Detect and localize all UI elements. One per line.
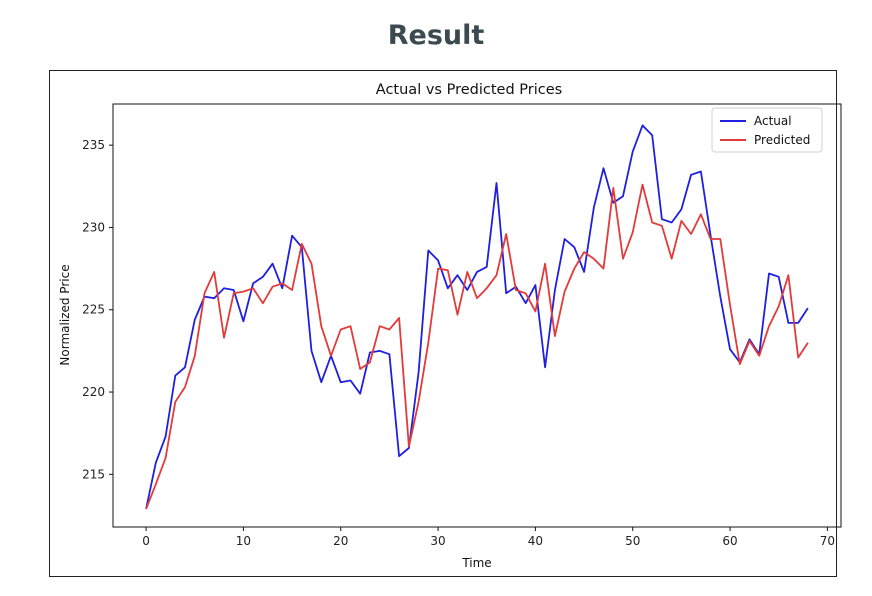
x-tick-label: 30 — [430, 534, 445, 548]
y-tick-label: 235 — [82, 138, 105, 152]
y-tick-label: 215 — [82, 467, 105, 481]
result-heading: Result — [387, 20, 485, 51]
x-axis-ticks: 0 10 20 30 40 50 60 70 — [142, 527, 835, 548]
chart-title: Actual vs Predicted Prices — [376, 82, 562, 98]
series-line-predicted — [145, 183, 809, 510]
x-tick-label: 70 — [820, 534, 835, 548]
x-tick-label: 40 — [528, 534, 543, 548]
x-tick-label: 0 — [142, 534, 150, 548]
series-lines — [145, 124, 809, 510]
legend-label-predicted: Predicted — [754, 133, 810, 147]
x-tick-label: 50 — [625, 534, 640, 548]
y-axis-ticks: 215 220 225 230 235 — [82, 138, 113, 481]
figure-frame — [49, 70, 837, 577]
x-tick-label: 60 — [722, 534, 737, 548]
legend: Actual Predicted — [711, 107, 823, 153]
legend-label-actual: Actual — [754, 114, 792, 128]
x-axis-label: Time — [461, 556, 491, 570]
x-tick-label: 20 — [333, 534, 348, 548]
x-tick-label: 10 — [236, 534, 251, 548]
y-tick-label: 220 — [82, 385, 105, 399]
y-tick-label: 230 — [82, 220, 105, 234]
plot-area — [112, 103, 842, 528]
y-axis-label: Normalized Price — [58, 264, 72, 365]
series-line-actual — [145, 124, 809, 510]
y-tick-label: 225 — [82, 303, 105, 317]
